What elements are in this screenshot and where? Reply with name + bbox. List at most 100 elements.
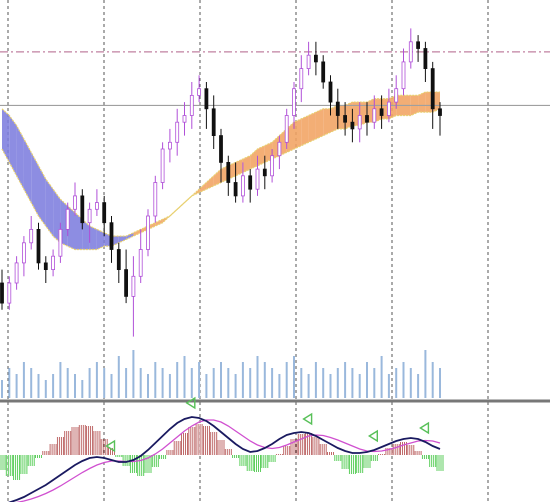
candle-body-45 (328, 81, 333, 103)
volume-bar-21 (154, 362, 157, 398)
volume-bar-7 (52, 374, 55, 398)
cloud-segment-3 (23, 138, 32, 203)
reference-lines (0, 51, 550, 107)
cloud-segment-5 (38, 165, 46, 227)
cloud-segment-28 (206, 175, 214, 190)
candlesticks (0, 28, 442, 337)
signal-marker-3 (367, 429, 378, 443)
signal-marker-4 (419, 421, 430, 435)
volume-bar-46 (336, 368, 339, 398)
cloud-segment-40 (294, 118, 302, 149)
candle-body-34 (248, 175, 253, 190)
volume-bar-28 (205, 374, 208, 398)
candle-body-14 (102, 202, 107, 224)
candle-body-50 (365, 115, 369, 123)
volume-bar-17 (125, 368, 128, 398)
candle-body-22 (160, 148, 165, 183)
cloud-segment-1 (9, 115, 17, 176)
candle-body-33 (240, 175, 245, 197)
candle-body-28 (204, 88, 209, 110)
candle-body-5 (36, 228, 41, 264)
cloud-segment-16 (118, 236, 127, 243)
candle-body-46 (335, 101, 340, 116)
volume-bar-49 (358, 374, 361, 398)
volume-bar-13 (95, 362, 98, 398)
candle-body-23 (167, 141, 172, 150)
volume-bar-47 (344, 362, 347, 398)
volume-bar-5 (37, 374, 40, 398)
candle-body-8 (58, 228, 63, 257)
candle-body-1 (7, 282, 12, 304)
cloud-segment-44 (323, 108, 331, 136)
volume-bar-60 (439, 368, 441, 398)
candle-body-43 (313, 54, 318, 63)
volume-bar-37 (271, 368, 274, 398)
candle-body-15 (109, 222, 114, 250)
candle-body-51 (372, 108, 377, 123)
candle-body-4 (29, 228, 34, 244)
volume-bar-40 (293, 356, 295, 398)
volume-bar-27 (198, 362, 201, 398)
volume-bar-10 (74, 374, 76, 398)
candle-body-7 (51, 255, 55, 271)
candle-body-10 (73, 195, 77, 210)
cloud-segment-32 (235, 159, 243, 176)
candle-body-56 (408, 41, 413, 63)
candle-body-31 (226, 161, 231, 183)
volume-bar-3 (22, 362, 25, 398)
candle-body-29 (211, 108, 216, 137)
volume-bar-43 (314, 362, 317, 398)
candle-body-35 (255, 168, 260, 190)
cloud-segment-35 (257, 145, 265, 166)
candle-body-54 (394, 88, 399, 103)
cloud-segment-33 (242, 155, 251, 173)
candle-body-57 (416, 41, 421, 49)
volume-bar-29 (212, 368, 215, 398)
volume-bar-26 (190, 368, 193, 398)
volume-bar-11 (81, 380, 84, 398)
candle-body-3 (21, 242, 26, 264)
candle-body-19 (138, 249, 143, 277)
volume-bar-12 (88, 368, 91, 398)
candle-body-9 (65, 208, 70, 230)
volume-bar-52 (380, 356, 383, 398)
volume-bar-36 (263, 362, 266, 398)
candle-body-18 (131, 275, 136, 297)
candle-body-38 (277, 141, 282, 157)
volume-bar-50 (366, 362, 368, 398)
volume-bar-58 (424, 350, 427, 398)
cloud-segment-11 (82, 219, 90, 250)
oscillator-lines (7, 416, 441, 502)
candle-body-39 (284, 115, 289, 143)
volume-bar-51 (373, 368, 376, 398)
candle-body-48 (350, 121, 355, 130)
cloud-segment-57 (418, 92, 426, 113)
volume-bar-1 (8, 368, 11, 398)
candle-body-40 (292, 88, 296, 116)
candle-body-26 (189, 95, 194, 116)
volume-bar-56 (409, 368, 412, 398)
volume-bar-30 (220, 362, 222, 398)
volume-bar-23 (168, 374, 171, 398)
cloud-segment-18 (133, 229, 141, 237)
candle-body-44 (321, 61, 326, 83)
volume-bar-2 (15, 374, 18, 398)
signal-marker-1 (185, 396, 196, 410)
volume-bar-9 (66, 368, 69, 398)
candle-body-49 (357, 115, 362, 130)
cloud-segment-43 (315, 108, 324, 139)
candle-body-58 (423, 48, 428, 70)
candle-body-52 (379, 108, 384, 116)
cloud-segment-21 (155, 219, 163, 227)
volume-bar-22 (161, 368, 164, 398)
candle-body-24 (175, 121, 180, 143)
volume-bar-4 (30, 368, 33, 398)
volume-bar-34 (249, 368, 252, 398)
volume-bar-33 (241, 362, 244, 398)
volume-bar-39 (285, 362, 288, 398)
cloud-segment-6 (45, 179, 54, 237)
cloud-segment-12 (89, 226, 97, 250)
candle-body-6 (43, 262, 48, 270)
volume-bar-57 (417, 374, 420, 398)
